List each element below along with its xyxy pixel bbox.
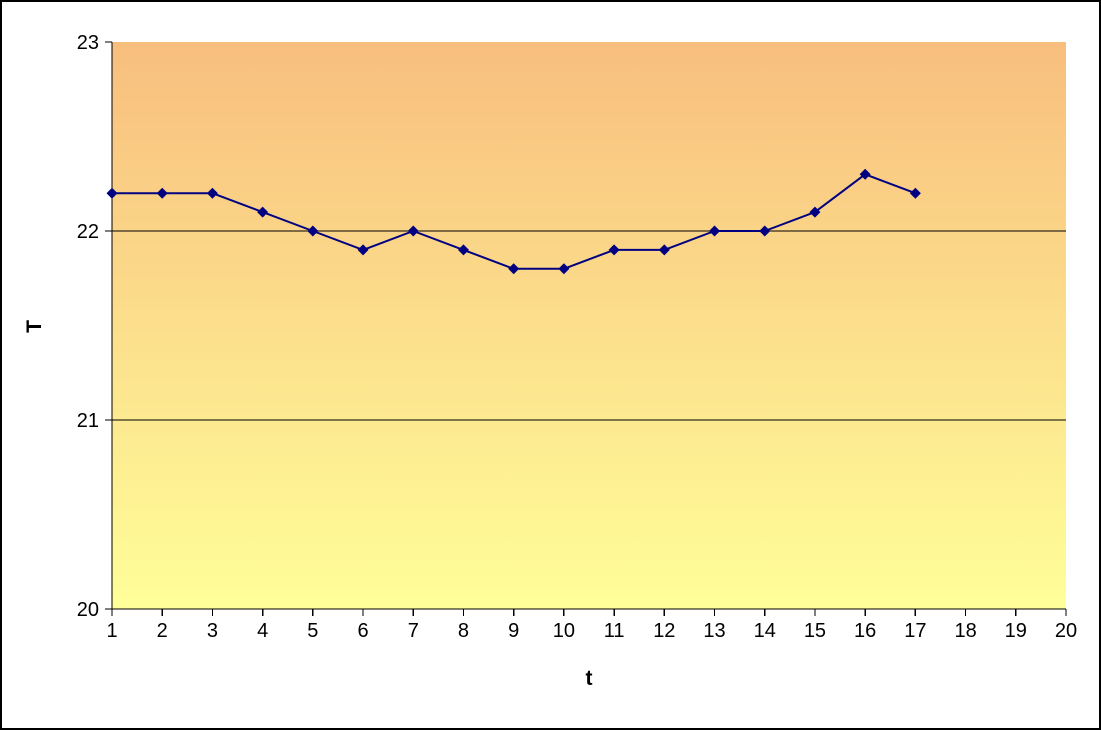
data-point-marker (106, 187, 118, 199)
data-point-marker (156, 187, 168, 199)
x-tick-label: 6 (357, 620, 368, 642)
y-axis-title: T (22, 320, 46, 333)
x-axis-labels: 1 2 3 4 5 6 7 8 9 10 11 12 13 14 15 16 17 18 19 20 (106, 620, 1077, 642)
x-tick-label: 12 (653, 620, 675, 642)
x-tick-label: 13 (703, 620, 725, 642)
data-point-marker (357, 244, 369, 256)
data-point-marker (658, 244, 670, 256)
data-point-marker (608, 244, 620, 256)
data-point-marker (759, 225, 771, 237)
tick-marks (105, 41, 1067, 616)
data-point-marker (558, 263, 570, 275)
x-tick-label: 19 (1005, 620, 1027, 642)
x-tick-label: 5 (307, 620, 318, 642)
data-point-marker (457, 244, 469, 256)
x-tick-label: 20 (1055, 620, 1077, 642)
x-tick-label: 18 (954, 620, 976, 642)
y-tick-label: 21 (77, 410, 99, 432)
data-point-marker (508, 263, 520, 275)
x-tick-label: 9 (508, 620, 519, 642)
y-tick-label: 22 (77, 221, 99, 243)
x-tick-label: 8 (458, 620, 469, 642)
x-tick-label: 14 (754, 620, 776, 642)
y-tick-label: 20 (77, 599, 99, 621)
data-point-marker (206, 187, 218, 199)
plot-area (112, 42, 1066, 609)
x-tick-label: 7 (408, 620, 419, 642)
data-point-marker (407, 225, 419, 237)
x-tick-label: 15 (804, 620, 826, 642)
x-tick-label: 17 (904, 620, 926, 642)
x-tick-label: 2 (157, 620, 168, 642)
x-axis-title: t (585, 667, 593, 690)
x-tick-label: 10 (553, 620, 575, 642)
gridlines (112, 230, 1066, 421)
x-tick-label: 11 (604, 620, 625, 642)
axes (111, 42, 1066, 610)
data-point-marker (709, 225, 721, 237)
x-tick-label: 16 (854, 620, 876, 642)
y-tick-label: 23 (77, 32, 99, 54)
data-point-marker (257, 206, 269, 218)
data-point-marker (809, 206, 821, 218)
data-point-marker (909, 187, 921, 199)
y-axis-labels: 20 21 22 23 (77, 32, 99, 621)
data-point-markers (106, 168, 921, 275)
data-point-marker (307, 225, 319, 237)
x-tick-label: 1 (106, 620, 117, 642)
x-tick-label: 4 (257, 620, 268, 642)
data-point-marker (859, 168, 871, 180)
x-tick-label: 3 (207, 620, 218, 642)
